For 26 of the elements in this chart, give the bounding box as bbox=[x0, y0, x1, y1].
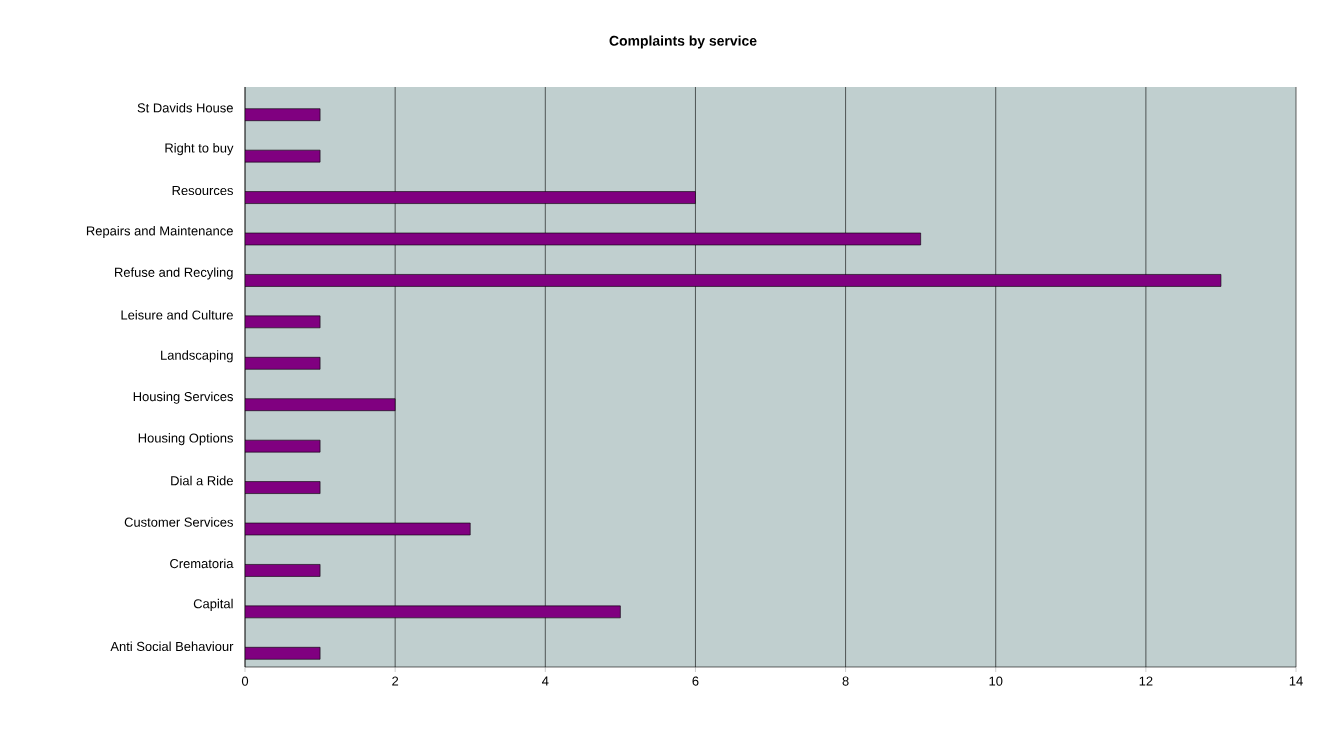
bar bbox=[245, 398, 396, 412]
y-tick-label: Dial a Ride bbox=[171, 475, 233, 486]
y-tick-label: Crematoria bbox=[170, 558, 234, 569]
y-tick-label: Leisure and Culture bbox=[121, 310, 233, 320]
bar bbox=[245, 274, 1222, 287]
x-tick-label: 14 bbox=[1289, 676, 1303, 686]
x-tick-label: 8 bbox=[842, 676, 849, 686]
y-tick-label: Landscaping bbox=[161, 350, 233, 363]
y-tick-label: Anti Social Behaviour bbox=[110, 641, 234, 652]
x-tick-label: 12 bbox=[1139, 676, 1153, 686]
bar bbox=[245, 191, 696, 204]
y-tick-label: Repairs and Maintenance bbox=[86, 225, 233, 239]
y-tick-label: Refuse and Recyling bbox=[115, 267, 233, 280]
x-tick-label: 6 bbox=[692, 676, 699, 686]
y-tick-label: Right to buy bbox=[165, 143, 234, 156]
chart-title: Complaints by service bbox=[609, 35, 757, 49]
x-tick-label: 10 bbox=[989, 676, 1003, 686]
x-tick-label: 0 bbox=[241, 676, 249, 686]
y-tick-label: Customer Services bbox=[124, 517, 233, 527]
x-tick-label: 4 bbox=[541, 676, 549, 686]
y-tick-label: Resources bbox=[172, 186, 234, 196]
y-tick-label: St Davids House bbox=[137, 102, 233, 113]
y-tick-label: Housing Options bbox=[138, 433, 233, 446]
y-tick-label: Capital bbox=[193, 598, 233, 611]
y-tick-label: Housing Services bbox=[133, 391, 233, 404]
x-tick-label: 2 bbox=[392, 676, 399, 686]
